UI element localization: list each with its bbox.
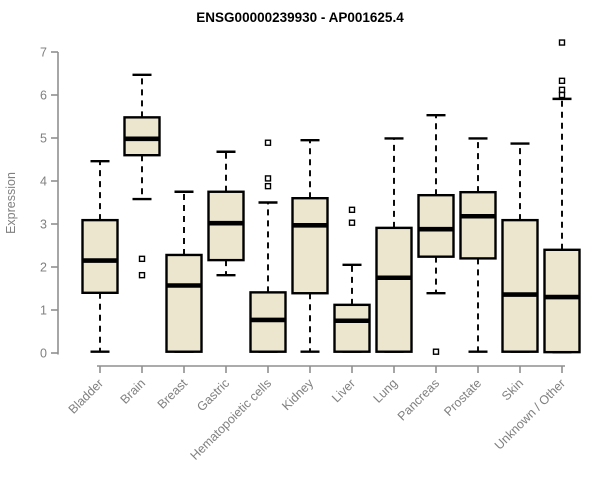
outlier-hematopoietic-cells-0 [264, 139, 272, 146]
x-tick-label-4: Hematopoietic cells [188, 376, 275, 463]
iqr-box-breast [165, 253, 203, 353]
y-axis-title: Expression [4, 172, 18, 234]
x-tick-label-3: Gastric [194, 376, 232, 414]
box-group-kidney [291, 138, 329, 353]
box-group-lung [375, 137, 413, 353]
outlier-liver-1 [348, 219, 356, 226]
y-tick-label-2: 2 [40, 260, 47, 274]
box-group-skin [501, 142, 539, 353]
y-tick-label-3: 3 [40, 217, 47, 231]
iqr-box-kidney [291, 196, 329, 295]
box-group-bladder [81, 160, 119, 353]
box-group-brain [123, 73, 161, 279]
x-tick-label-8: Pancreas [395, 376, 442, 423]
iqr-box-brain [123, 116, 161, 157]
iqr-box-gastric [207, 190, 245, 262]
box-group-prostate [459, 137, 497, 353]
y-tick-label-5: 5 [40, 131, 47, 145]
iqr-box-prostate [459, 190, 497, 260]
outlier-unknown-other-3 [558, 91, 566, 99]
outlier-unknown-other-0 [558, 39, 566, 46]
iqr-box-lung [375, 226, 413, 353]
outlier-unknown-other-2 [558, 86, 566, 94]
x-tick-label-0: Bladder [66, 376, 106, 416]
box-group-hematopoietic-cells [249, 139, 287, 353]
y-tick-label-6: 6 [40, 88, 47, 102]
x-tick-label-9: Prostate [441, 376, 484, 419]
x-tick-label-5: Kidney [279, 376, 316, 413]
box-group-pancreas [417, 114, 455, 355]
iqr-box-bladder [81, 218, 119, 295]
y-tick-label-0: 0 [40, 346, 47, 360]
x-tick-label-7: Lung [371, 376, 401, 406]
plot-area [81, 39, 581, 355]
y-tick-label-4: 4 [40, 174, 47, 188]
chart-title: ENSG00000239930 - AP001625.4 [196, 10, 404, 25]
x-tick-label-2: Breast [155, 376, 191, 412]
iqr-box-skin [501, 218, 539, 353]
outlier-hematopoietic-cells-1 [264, 175, 272, 182]
outlier-pancreas-0 [432, 348, 440, 355]
outlier-hematopoietic-cells-2 [264, 182, 272, 190]
iqr-box-unknown-other [543, 248, 581, 354]
box-group-gastric [207, 150, 245, 277]
iqr-box-liver [333, 303, 371, 353]
iqr-box-pancreas [417, 193, 455, 258]
outlier-brain-1 [138, 271, 146, 279]
y-tick-label-1: 1 [40, 303, 47, 317]
x-tick-label-10: Skin [499, 376, 526, 403]
outlier-brain-0 [138, 255, 146, 263]
y-tick-label-7: 7 [40, 45, 47, 59]
box-group-unknown-other [543, 39, 581, 354]
box-group-breast [165, 190, 203, 353]
outlier-liver-0 [348, 206, 356, 214]
x-tick-label-11: Unknown / Other [492, 376, 568, 452]
box-group-liver [333, 206, 371, 353]
x-tick-label-6: Liver [329, 376, 358, 405]
outlier-unknown-other-1 [558, 77, 566, 85]
x-tick-label-1: Brain [118, 376, 149, 407]
